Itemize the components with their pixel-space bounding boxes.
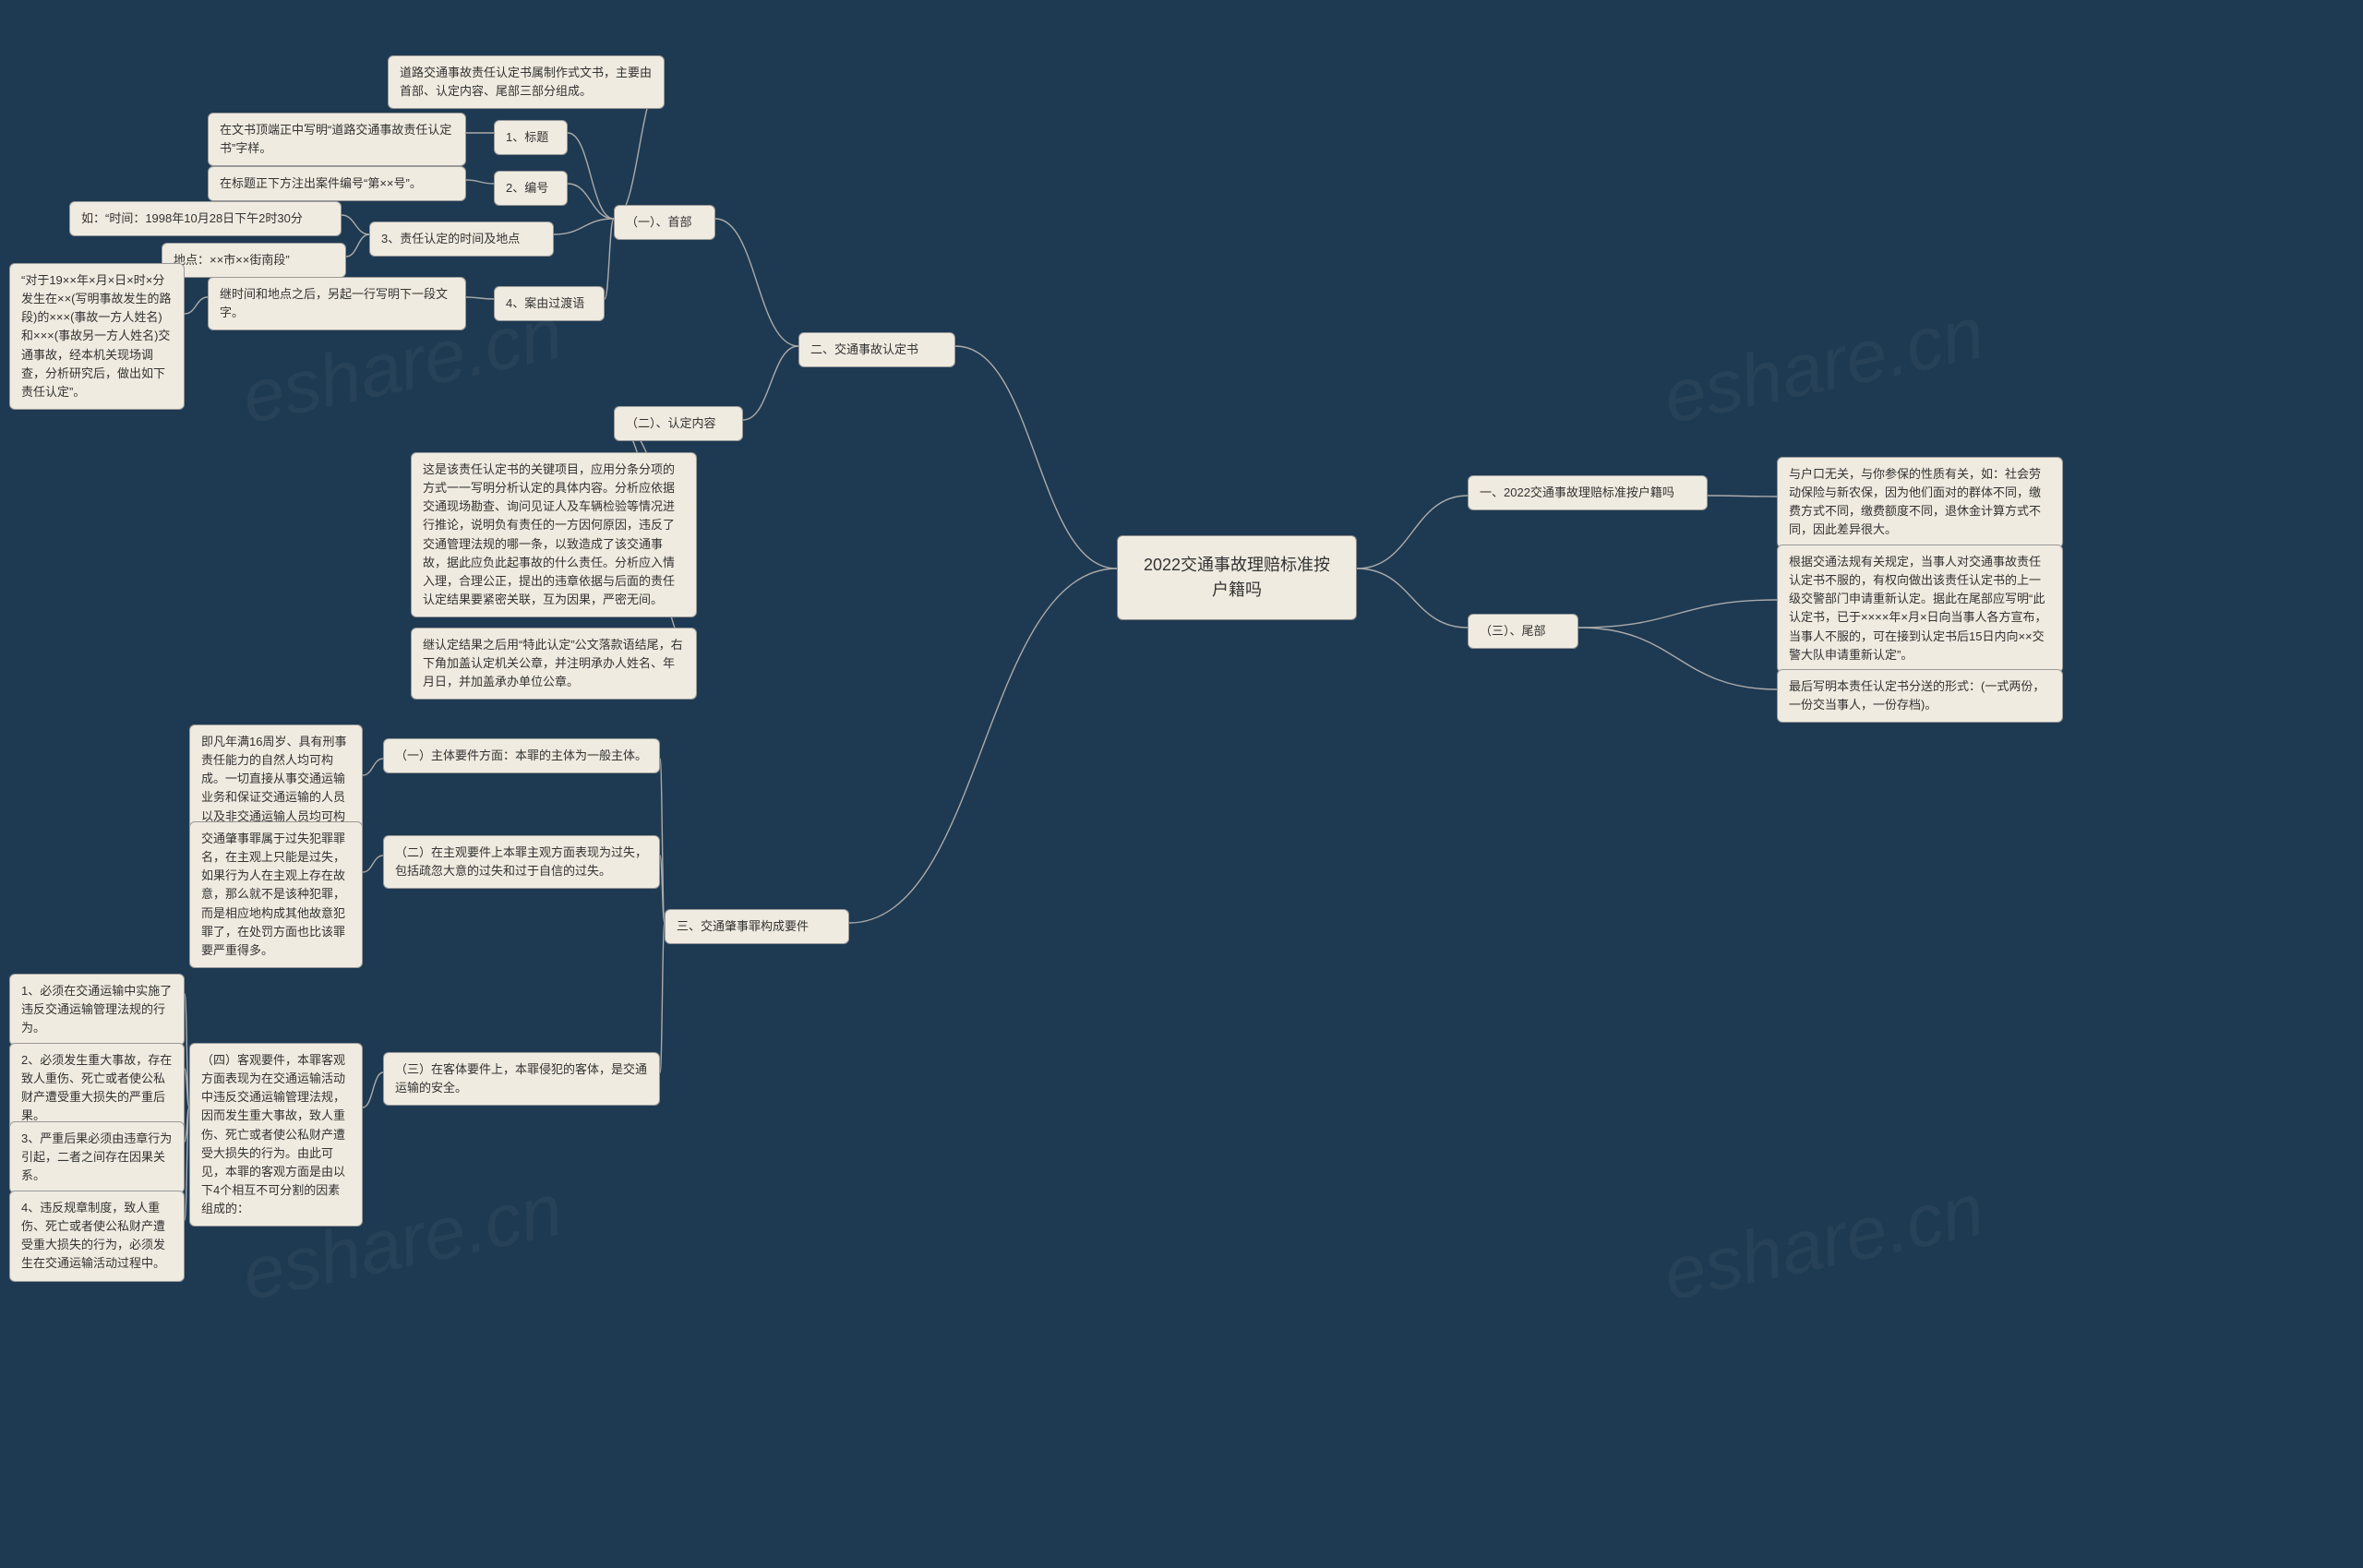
connector xyxy=(955,346,1117,569)
node-label: 2、必须发生重大事故，存在致人重伤、死亡或者使公私财产遭受重大损失的严重后果。 xyxy=(21,1053,172,1122)
mindmap-node: 如：“时间：1998年10月28日下午2时30分 xyxy=(69,201,342,236)
connector xyxy=(568,184,614,219)
node-label: （一）、首部 xyxy=(626,215,692,229)
connector xyxy=(185,297,208,314)
mindmap-node: 3、责任认定的时间及地点 xyxy=(369,221,554,257)
mindmap-node: “对于19××年×月×日×时×分发生在××(写明事故发生的路段)的×××(事故一… xyxy=(9,263,185,410)
mindmap-node: 4、违反规章制度，致人重伤、死亡或者使公私财产遭受重大损失的行为，必须发生在交通… xyxy=(9,1191,185,1282)
mindmap-node: （一）、首部 xyxy=(614,205,715,240)
mindmap-node: （二）、认定内容 xyxy=(614,406,743,441)
node-label: （四）客观要件，本罪客观方面表现为在交通运输活动中违反交通运输管理法规，因而发生… xyxy=(201,1053,345,1215)
connector xyxy=(466,297,494,299)
mindmap-node: （三）在客体要件上，本罪侵犯的客体，是交通运输的安全。 xyxy=(383,1052,660,1106)
connector xyxy=(605,219,614,299)
node-label: 在文书顶端正中写明“道路交通事故责任认定书”字样。 xyxy=(220,123,451,155)
node-label: （一）主体要件方面：本罪的主体为一般主体。 xyxy=(395,748,647,762)
mindmap-node: 继认定结果之后用“特此认定”公文落款语结尾，右下角加盖认定机关公章，并注明承办人… xyxy=(411,628,697,700)
connector xyxy=(342,215,369,234)
mindmap-node: 地点：××市××街南段” xyxy=(162,243,346,278)
connector xyxy=(568,133,614,219)
mindmap-node: 三、交通肇事罪构成要件 xyxy=(665,909,849,944)
mindmap-node: 3、严重后果必须由违章行为引起，二者之间存在因果关系。 xyxy=(9,1121,185,1193)
node-label: 如：“时间：1998年10月28日下午2时30分 xyxy=(81,211,303,225)
node-label: 与户口无关，与你参保的性质有关，如：社会劳动保险与新农保，因为他们面对的群体不同… xyxy=(1789,467,2041,536)
node-label: 3、责任认定的时间及地点 xyxy=(381,232,520,245)
connector xyxy=(1578,600,1777,628)
node-label: 最后写明本责任认定书分送的形式：(一式两份，一份交当事人，一份存档)。 xyxy=(1789,679,2045,712)
node-label: 根据交通法规有关规定，当事人对交通事故责任认定书不服的，有权向做出该责任认定书的… xyxy=(1789,555,2047,662)
mindmap-node: 二、交通事故认定书 xyxy=(798,332,955,367)
mindmap-node: 在标题正下方注出案件编号“第××号”。 xyxy=(208,166,466,201)
mindmap-node: 1、标题 xyxy=(494,120,568,155)
mindmap-node: （四）客观要件，本罪客观方面表现为在交通运输活动中违反交通运输管理法规，因而发生… xyxy=(189,1043,363,1227)
node-label: （二）、认定内容 xyxy=(626,416,716,430)
mindmap-node: 在文书顶端正中写明“道路交通事故责任认定书”字样。 xyxy=(208,113,466,166)
connector xyxy=(1357,496,1468,569)
connector xyxy=(715,219,798,346)
watermark: eshare.cn xyxy=(1656,290,1991,440)
connector xyxy=(466,180,494,184)
mindmap-node: 继时间和地点之后，另起一行写明下一段文字。 xyxy=(208,277,466,330)
node-label: 继认定结果之后用“特此认定”公文落款语结尾，右下角加盖认定机关公章，并注明承办人… xyxy=(423,638,683,688)
connector xyxy=(363,1072,383,1107)
watermark: eshare.cn xyxy=(1656,1167,1991,1317)
connector xyxy=(660,759,665,923)
node-label: （二）在主观要件上本罪主观方面表现为过失，包括疏忽大意的过失和过于自信的过失。 xyxy=(395,845,647,878)
connector xyxy=(743,346,798,420)
node-label: 二、交通事故认定书 xyxy=(810,342,918,356)
node-label: 4、违反规章制度，致人重伤、死亡或者使公私财产遭受重大损失的行为，必须发生在交通… xyxy=(21,1201,165,1270)
root-label: 2022交通事故理赔标准按户籍吗 xyxy=(1144,556,1330,599)
connector xyxy=(1708,496,1777,497)
mindmap-node: （二）在主观要件上本罪主观方面表现为过失，包括疏忽大意的过失和过于自信的过失。 xyxy=(383,835,660,889)
node-label: 交通肇事罪属于过失犯罪罪名，在主观上只能是过失，如果行为人在主观上存在故意，那么… xyxy=(201,832,345,957)
mindmap-node: 1、必须在交通运输中实施了违反交通运输管理法规的行为。 xyxy=(9,974,185,1046)
node-label: （三）在客体要件上，本罪侵犯的客体，是交通运输的安全。 xyxy=(395,1062,647,1095)
mindmap-node: 2、编号 xyxy=(494,171,568,206)
node-label: 3、严重后果必须由违章行为引起，二者之间存在因果关系。 xyxy=(21,1131,172,1182)
mindmap-node: 一、2022交通事故理赔标准按户籍吗 xyxy=(1468,475,1708,510)
node-label: 4、案由过渡语 xyxy=(506,296,584,310)
node-label: 1、必须在交通运输中实施了违反交通运输管理法规的行为。 xyxy=(21,984,172,1035)
node-label: 2、编号 xyxy=(506,181,548,195)
mindmap-node: 交通肇事罪属于过失犯罪罪名，在主观上只能是过失，如果行为人在主观上存在故意，那么… xyxy=(189,821,363,968)
node-label: （三）、尾部 xyxy=(1480,624,1546,638)
node-label: 地点：××市××街南段” xyxy=(174,253,290,267)
mindmap-node: 与户口无关，与你参保的性质有关，如：社会劳动保险与新农保，因为他们面对的群体不同… xyxy=(1777,457,2063,548)
node-label: 在标题正下方注出案件编号“第××号”。 xyxy=(220,176,422,190)
connector xyxy=(554,219,614,234)
mindmap-node: 这是该责任认定书的关键项目，应用分条分项的方式一一写明分析认定的具体内容。分析应… xyxy=(411,452,697,617)
mindmap-node: 2、必须发生重大事故，存在致人重伤、死亡或者使公私财产遭受重大损失的严重后果。 xyxy=(9,1043,185,1134)
connector xyxy=(1578,628,1777,689)
connector xyxy=(1357,569,1468,628)
connector xyxy=(849,569,1117,923)
mindmap-node: （一）主体要件方面：本罪的主体为一般主体。 xyxy=(383,738,660,773)
connector xyxy=(363,856,383,872)
node-label: 继时间和地点之后，另起一行写明下一段文字。 xyxy=(220,287,448,319)
connector xyxy=(346,234,369,257)
node-label: 一、2022交通事故理赔标准按户籍吗 xyxy=(1480,485,1674,499)
connector xyxy=(660,923,665,1072)
node-label: 三、交通肇事罪构成要件 xyxy=(677,919,809,933)
connector xyxy=(363,759,383,775)
mindmap-node: 4、案由过渡语 xyxy=(494,286,605,321)
node-label: “对于19××年×月×日×时×分发生在××(写明事故发生的路段)的×××(事故一… xyxy=(21,273,172,399)
mindmap-node: 道路交通事故责任认定书属制作式文书，主要由首部、认定内容、尾部三部分组成。 xyxy=(388,55,665,109)
node-label: 道路交通事故责任认定书属制作式文书，主要由首部、认定内容、尾部三部分组成。 xyxy=(400,66,652,98)
root-node: 2022交通事故理赔标准按户籍吗 xyxy=(1117,535,1357,620)
node-label: 这是该责任认定书的关键项目，应用分条分项的方式一一写明分析认定的具体内容。分析应… xyxy=(423,462,675,606)
mindmap-node: 最后写明本责任认定书分送的形式：(一式两份，一份交当事人，一份存档)。 xyxy=(1777,669,2063,723)
mindmap-node: 根据交通法规有关规定，当事人对交通事故责任认定书不服的，有权向做出该责任认定书的… xyxy=(1777,545,2063,673)
node-label: 1、标题 xyxy=(506,130,548,144)
mindmap-node: （三）、尾部 xyxy=(1468,614,1578,649)
